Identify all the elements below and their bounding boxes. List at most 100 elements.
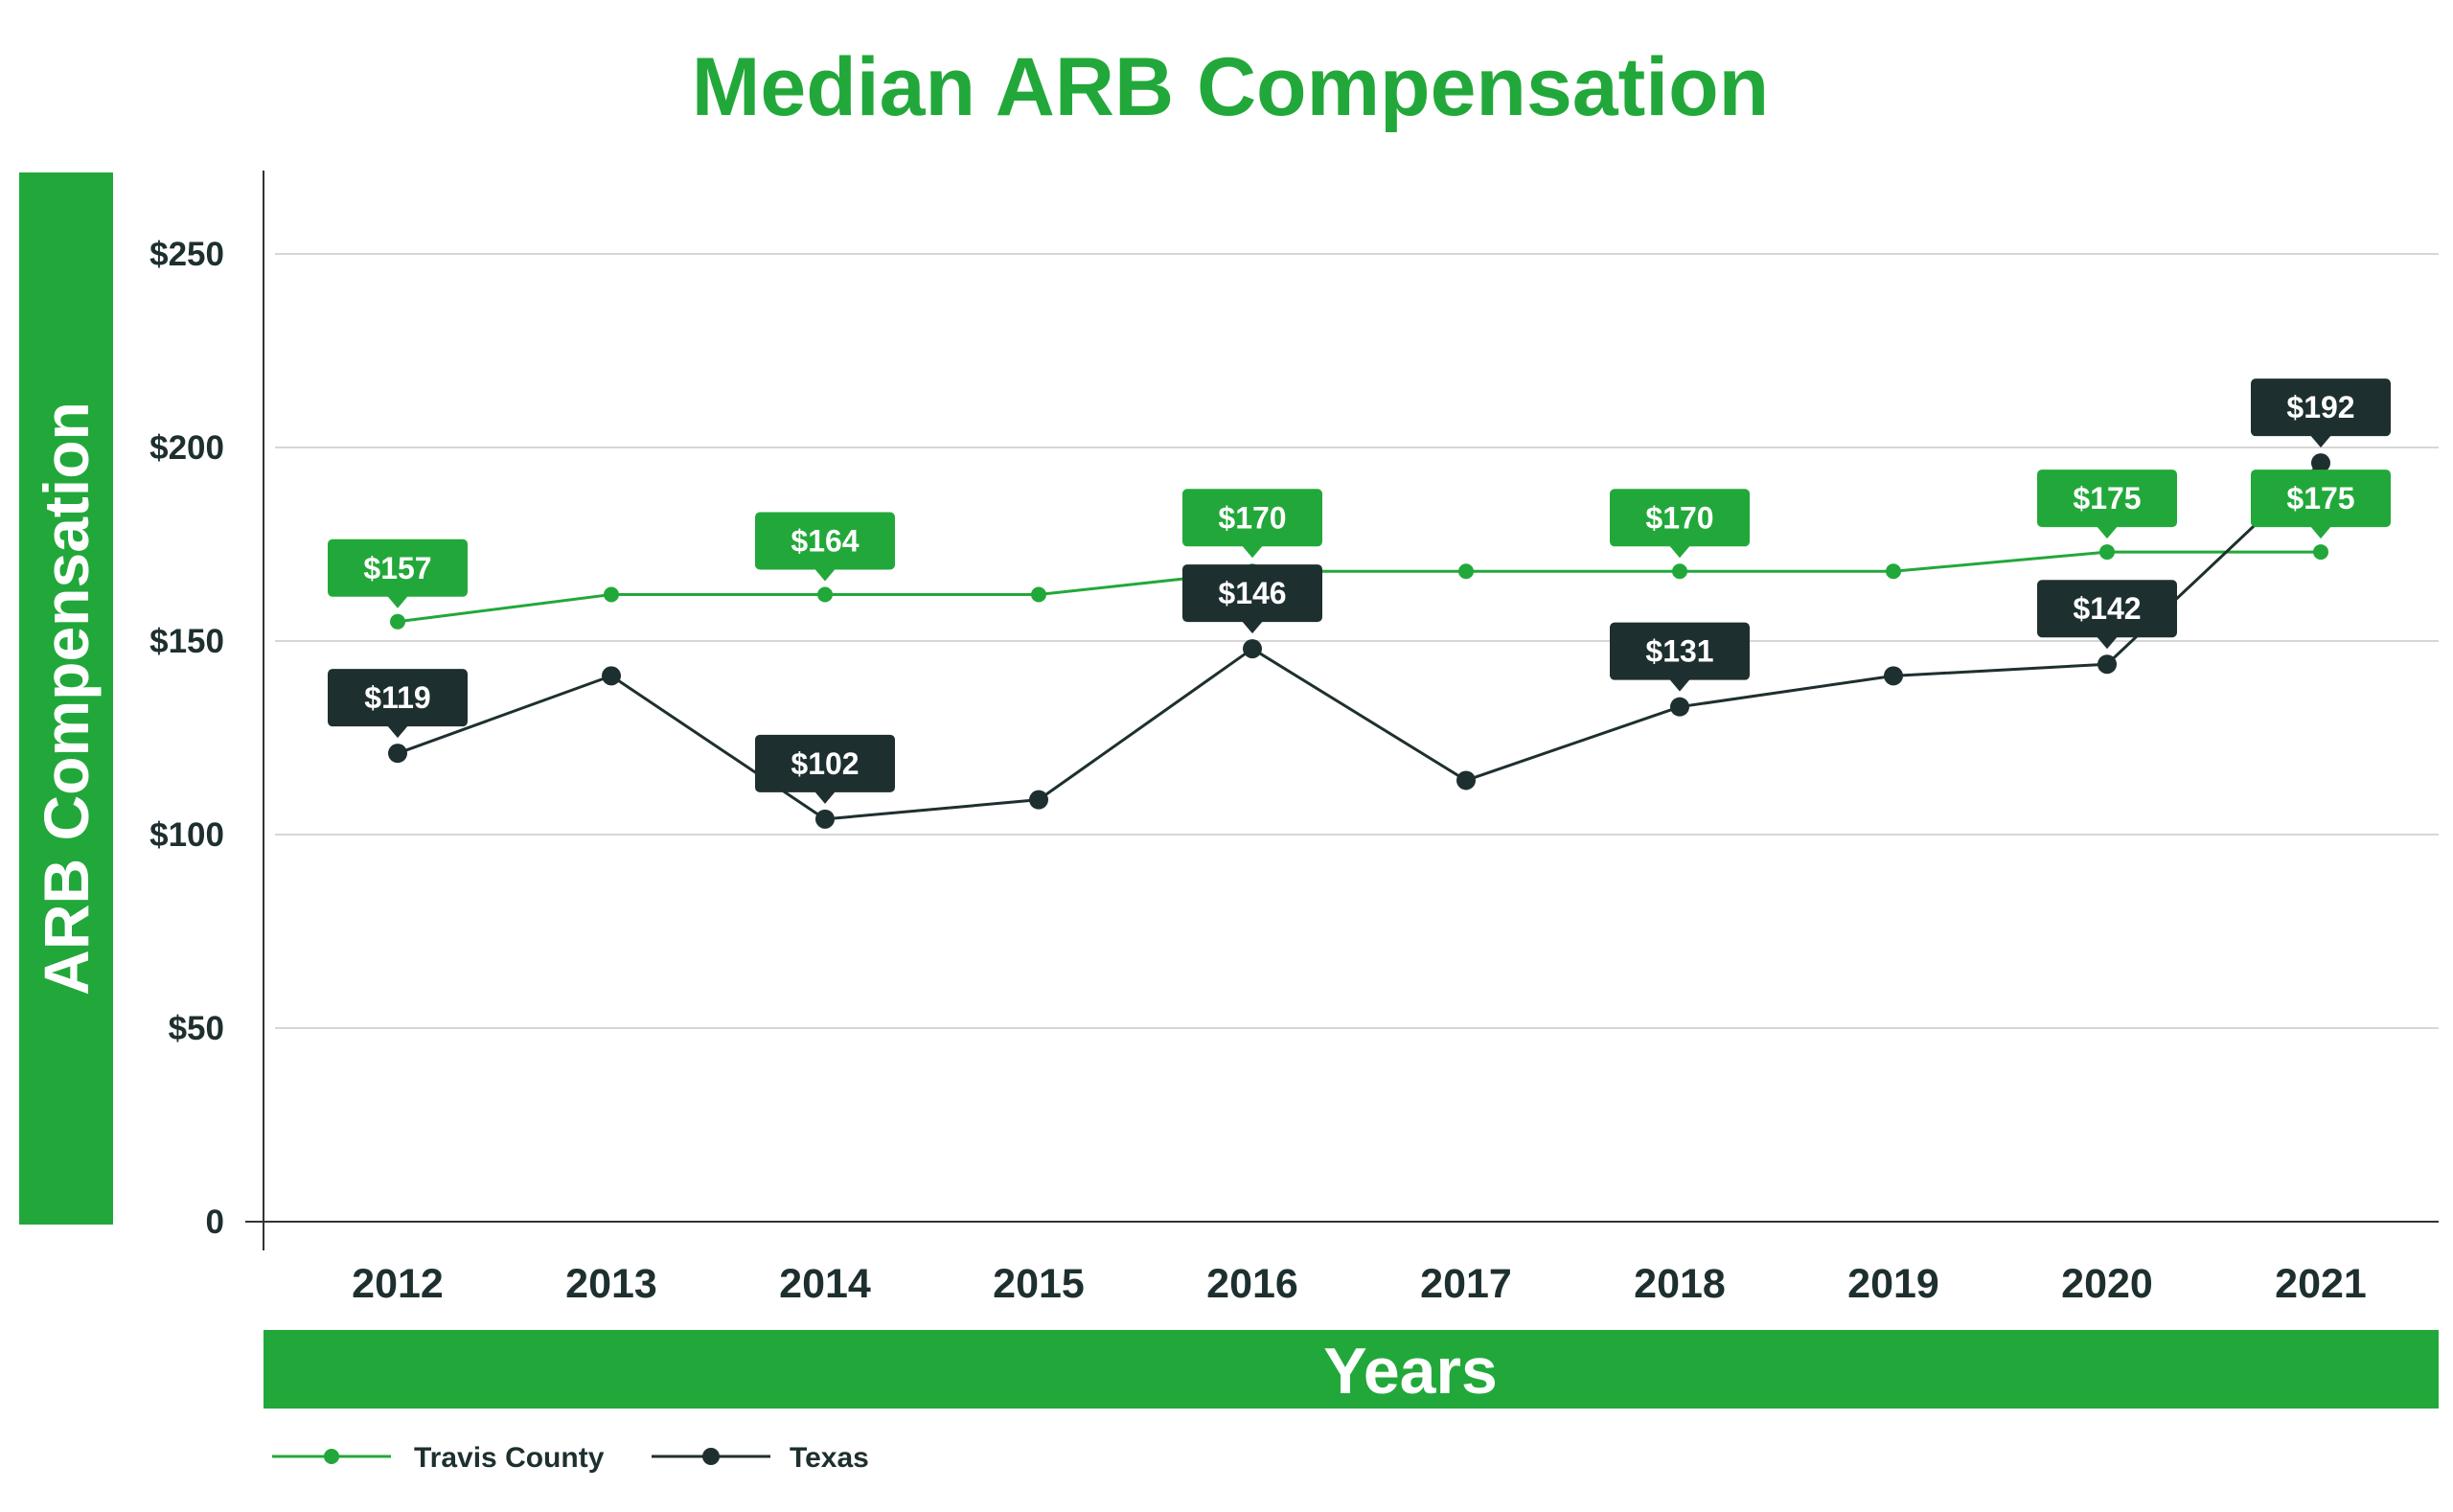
data-label-pointer — [387, 725, 408, 739]
data-label-text: $175 — [2073, 481, 2141, 515]
data-point-texas — [2311, 453, 2330, 473]
y-axis-title-background — [19, 172, 113, 1225]
y-tick-label: $100 — [149, 816, 224, 854]
data-label-text: $119 — [364, 680, 430, 715]
data-label-travis-county: $175 — [2037, 470, 2177, 539]
data-point-texas — [2098, 654, 2117, 675]
y-tick-label: $150 — [149, 623, 224, 660]
data-point-texas — [1884, 666, 1903, 686]
data-label-travis-county: $170 — [1610, 489, 1750, 559]
x-tick-labels: 2012 2013 2014 2015 2016 2017 2018 2019 2020 2021 — [352, 1261, 2367, 1307]
data-label-text: $170 — [1645, 500, 1713, 535]
data-label-travis-county: $170 — [1182, 489, 1322, 559]
x-tick-label: 2013 — [565, 1261, 657, 1307]
data-label-pointer — [2310, 526, 2331, 539]
series-line-travis-county — [397, 550, 2321, 624]
axes — [245, 171, 2439, 1250]
data-point-travis-county — [390, 613, 405, 630]
data-label-box — [328, 669, 468, 727]
x-axis-title-background — [264, 1330, 2439, 1409]
data-label-box — [1182, 489, 1322, 547]
data-label-texas: $119 — [328, 669, 468, 739]
legend: Travis County Texas — [272, 1442, 869, 1474]
data-label-texas: $131 — [1610, 622, 1750, 692]
x-tick-label: 2019 — [1847, 1261, 1939, 1307]
legend-marker-travis-county — [324, 1449, 339, 1464]
data-label-pointer — [1669, 678, 1690, 692]
y-tick-label: $200 — [149, 429, 224, 467]
y-tick-label: 0 — [206, 1203, 224, 1241]
data-point-texas — [602, 666, 621, 686]
data-point-travis-county — [1672, 563, 1687, 580]
data-label-box — [2251, 470, 2391, 528]
data-point-travis-county — [1458, 563, 1474, 580]
data-point-texas — [815, 809, 835, 829]
data-label-text: $170 — [1218, 500, 1286, 535]
data-label-pointer — [2310, 435, 2331, 448]
data-label-box — [2037, 470, 2177, 528]
y-tick-label: $50 — [169, 1010, 224, 1047]
data-point-travis-county — [2313, 544, 2328, 561]
data-point-travis-county — [604, 586, 619, 603]
data-label-pointer — [1242, 545, 1263, 559]
data-label-texas: $142 — [2037, 580, 2177, 650]
y-axis-title-box: ARB Compensation — [19, 172, 113, 1225]
data-label-texas: $102 — [755, 734, 895, 804]
data-point-travis-county — [1031, 586, 1046, 603]
data-label-box — [1182, 564, 1322, 623]
data-label-pointer — [1669, 545, 1690, 559]
legend-label-travis-county: Travis County — [414, 1442, 605, 1474]
x-tick-label: 2020 — [2061, 1261, 2153, 1307]
data-label-box — [1610, 489, 1750, 547]
x-tick-label: 2016 — [1206, 1261, 1298, 1307]
data-point-texas — [1670, 697, 1689, 717]
data-point-travis-county — [817, 586, 833, 603]
x-axis-title: Years — [1323, 1335, 1498, 1408]
grid-lines — [275, 253, 2439, 1029]
data-label-texas: $192 — [2251, 378, 2391, 448]
data-label-travis-county: $175 — [2251, 470, 2391, 539]
data-point-texas — [1029, 790, 1048, 810]
y-tick-labels: 0 $50 $100 $150 $200 $250 — [149, 236, 224, 1241]
data-label-pointer — [814, 790, 836, 804]
data-label-text: $192 — [2286, 390, 2354, 424]
data-label-text: $164 — [791, 524, 859, 559]
data-point-texas — [1456, 770, 1476, 790]
data-point-travis-county — [2099, 544, 2115, 561]
data-point-texas — [1243, 639, 1262, 659]
data-label-box — [1610, 622, 1750, 680]
x-tick-label: 2021 — [2275, 1261, 2367, 1307]
data-label-pointer — [2097, 526, 2118, 539]
x-tick-label: 2014 — [779, 1261, 871, 1307]
data-label-texas: $146 — [1182, 564, 1322, 634]
x-tick-label: 2017 — [1420, 1261, 1512, 1307]
data-label-text: $157 — [363, 551, 431, 585]
data-point-travis-county — [1886, 563, 1901, 580]
x-tick-label: 2015 — [993, 1261, 1085, 1307]
legend-label-texas: Texas — [790, 1442, 869, 1474]
data-label-travis-county: $164 — [755, 512, 895, 582]
data-labels: $157 $164 $170 $170 $175 $175 $119 $102 $146 $131… — [328, 378, 2391, 804]
legend-marker-texas — [702, 1448, 720, 1465]
y-tick-label: $250 — [149, 236, 224, 273]
chart-title: Median ARB Compensation — [692, 41, 1769, 133]
data-label-travis-county: $157 — [328, 538, 468, 608]
y-axis-title: ARB Compensation — [31, 401, 102, 996]
data-label-pointer — [1242, 621, 1263, 634]
data-label-text: $175 — [2286, 481, 2354, 515]
data-label-text: $142 — [2073, 591, 2141, 626]
x-axis-title-box: Years — [264, 1330, 2439, 1409]
data-label-box — [2251, 378, 2391, 437]
data-label-box — [328, 538, 468, 597]
data-point-texas — [388, 744, 407, 764]
data-label-pointer — [2097, 636, 2118, 650]
data-label-text: $146 — [1218, 576, 1286, 610]
data-label-box — [755, 512, 895, 570]
data-label-text: $102 — [791, 746, 859, 781]
data-label-pointer — [814, 568, 836, 582]
series-line-texas — [397, 462, 2323, 821]
x-tick-label: 2012 — [352, 1261, 444, 1307]
data-label-text: $131 — [1645, 634, 1713, 669]
data-label-pointer — [387, 595, 408, 608]
